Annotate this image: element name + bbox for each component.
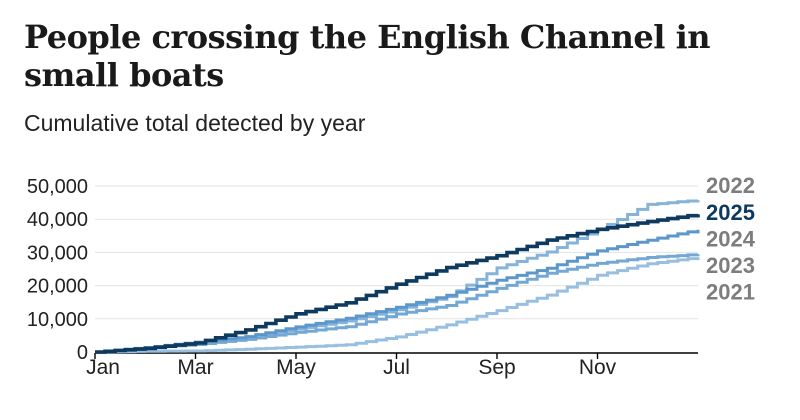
y-axis-tick-label: 30,000	[27, 242, 88, 264]
legend-label-2023: 2023	[706, 253, 755, 278]
x-axis-tick-label: Jul	[383, 356, 410, 379]
y-axis-tick-label: 40,000	[27, 209, 88, 231]
legend-label-2025: 2025	[706, 200, 755, 225]
y-axis-tick-label: 0	[77, 342, 88, 364]
series-line-2024	[95, 229, 700, 354]
series-line-2021	[95, 257, 700, 354]
legend-label-2021: 2021	[706, 280, 755, 305]
x-axis-tick-label: Nov	[579, 356, 617, 379]
y-axis-tick-label: 20,000	[27, 276, 88, 298]
chart-subtitle: Cumulative total detected by year	[24, 110, 366, 136]
legend-label-2022: 2022	[706, 173, 755, 198]
x-axis-tick-label: Mar	[177, 356, 213, 379]
chart-title: People crossing the English Channel in s…	[24, 18, 710, 95]
y-axis-tick-label: 10,000	[27, 309, 88, 331]
x-axis-tick-label: Sep	[478, 356, 515, 379]
legend-label-2024: 2024	[706, 226, 756, 251]
x-axis-tick-label: Jan	[86, 356, 120, 379]
x-axis-tick-label: May	[276, 356, 316, 379]
series-line-2025	[95, 213, 700, 354]
y-axis-tick-label: 50,000	[27, 176, 88, 198]
